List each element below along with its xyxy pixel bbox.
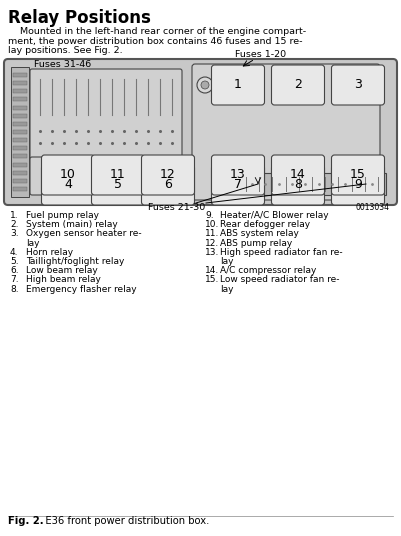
- FancyBboxPatch shape: [4, 59, 397, 205]
- Text: 14: 14: [290, 168, 306, 182]
- Text: 2.: 2.: [10, 220, 18, 229]
- Text: ment, the power distribution box contains 46 fuses and 15 re-: ment, the power distribution box contain…: [8, 36, 302, 46]
- FancyBboxPatch shape: [91, 155, 144, 195]
- Text: 7: 7: [234, 178, 242, 191]
- FancyBboxPatch shape: [211, 65, 265, 105]
- Text: ABS system relay: ABS system relay: [220, 229, 299, 239]
- FancyBboxPatch shape: [30, 157, 187, 195]
- Text: Fuel pump relay: Fuel pump relay: [26, 211, 99, 220]
- Text: 12: 12: [160, 168, 176, 182]
- Text: Fig. 2.: Fig. 2.: [8, 516, 44, 526]
- Bar: [13, 170, 27, 175]
- Text: 1: 1: [234, 78, 242, 92]
- Text: 10.: 10.: [205, 220, 219, 229]
- Text: 10: 10: [60, 168, 76, 182]
- Text: 5.: 5.: [10, 257, 18, 266]
- Text: High beam relay: High beam relay: [26, 276, 101, 285]
- FancyBboxPatch shape: [332, 155, 385, 195]
- Text: E36 front power distribution box.: E36 front power distribution box.: [36, 516, 209, 526]
- Text: System (main) relay: System (main) relay: [26, 220, 118, 229]
- Text: 15: 15: [350, 168, 366, 182]
- Text: 6: 6: [164, 178, 172, 191]
- Text: 9.: 9.: [205, 211, 214, 220]
- Text: Horn relay: Horn relay: [26, 248, 73, 257]
- FancyBboxPatch shape: [211, 165, 265, 205]
- Text: High speed radiator fan re-: High speed radiator fan re-: [220, 248, 342, 257]
- Text: 5: 5: [114, 178, 122, 191]
- Bar: [13, 179, 27, 183]
- Text: Fuses 31-46: Fuses 31-46: [34, 60, 91, 69]
- Bar: [13, 146, 27, 150]
- FancyBboxPatch shape: [211, 155, 265, 195]
- Text: 7.: 7.: [10, 276, 18, 285]
- Text: lay positions. See Fig. 2.: lay positions. See Fig. 2.: [8, 46, 123, 55]
- Text: Emergency flasher relay: Emergency flasher relay: [26, 285, 137, 294]
- Text: 0013034: 0013034: [356, 203, 390, 212]
- Text: 2: 2: [294, 78, 302, 92]
- FancyBboxPatch shape: [41, 155, 95, 195]
- FancyBboxPatch shape: [41, 165, 95, 205]
- Text: Taillight/foglight relay: Taillight/foglight relay: [26, 257, 124, 266]
- Bar: [13, 162, 27, 167]
- Bar: [238, 173, 386, 195]
- Text: ABS pump relay: ABS pump relay: [220, 239, 292, 248]
- Text: Oxygen sensor heater re-: Oxygen sensor heater re-: [26, 229, 142, 239]
- Text: Relay Positions: Relay Positions: [8, 9, 151, 27]
- Text: 13.: 13.: [205, 248, 219, 257]
- Text: 15.: 15.: [205, 276, 219, 285]
- Text: Low beam relay: Low beam relay: [26, 266, 98, 275]
- Text: Rear defogger relay: Rear defogger relay: [220, 220, 310, 229]
- FancyBboxPatch shape: [91, 165, 144, 205]
- Bar: [13, 154, 27, 159]
- FancyBboxPatch shape: [271, 165, 324, 205]
- Bar: [13, 73, 27, 77]
- Bar: [13, 187, 27, 191]
- Bar: [13, 106, 27, 109]
- Text: 11.: 11.: [205, 229, 219, 239]
- Circle shape: [201, 81, 209, 89]
- Circle shape: [197, 77, 213, 93]
- FancyBboxPatch shape: [332, 65, 385, 105]
- Text: Fuses 1-20: Fuses 1-20: [235, 50, 286, 59]
- Text: 8: 8: [294, 178, 302, 191]
- FancyBboxPatch shape: [271, 155, 324, 195]
- FancyBboxPatch shape: [142, 155, 194, 195]
- Text: Fuses 21-30: Fuses 21-30: [148, 203, 205, 212]
- Text: 13: 13: [230, 168, 246, 182]
- Text: 3.: 3.: [10, 229, 18, 239]
- Text: Mounted in the left-hand rear corner of the engine compart-: Mounted in the left-hand rear corner of …: [8, 27, 306, 36]
- Bar: [13, 90, 27, 93]
- FancyBboxPatch shape: [30, 69, 182, 161]
- Text: 4: 4: [64, 178, 72, 191]
- Text: 8.: 8.: [10, 285, 18, 294]
- Bar: [13, 130, 27, 134]
- Text: 14.: 14.: [205, 266, 219, 275]
- Bar: [11, 67, 29, 197]
- Text: 1.: 1.: [10, 211, 18, 220]
- FancyBboxPatch shape: [271, 65, 324, 105]
- Text: 4.: 4.: [10, 248, 18, 257]
- Bar: [13, 138, 27, 142]
- Text: 6.: 6.: [10, 266, 18, 275]
- Text: lay: lay: [220, 257, 233, 266]
- Text: lay: lay: [220, 285, 233, 294]
- Text: A/C compressor relay: A/C compressor relay: [220, 266, 316, 275]
- Bar: [13, 81, 27, 85]
- Bar: [13, 122, 27, 126]
- Text: 12.: 12.: [205, 239, 219, 248]
- FancyBboxPatch shape: [192, 64, 380, 200]
- Bar: [13, 114, 27, 118]
- Text: 11: 11: [110, 168, 126, 182]
- Text: 3: 3: [354, 78, 362, 92]
- Text: Heater/A/C Blower relay: Heater/A/C Blower relay: [220, 211, 329, 220]
- Text: lay: lay: [26, 239, 40, 248]
- Text: Low speed radiator fan re-: Low speed radiator fan re-: [220, 276, 340, 285]
- FancyBboxPatch shape: [332, 165, 385, 205]
- Bar: [13, 98, 27, 101]
- FancyBboxPatch shape: [142, 165, 194, 205]
- Text: 9: 9: [354, 178, 362, 191]
